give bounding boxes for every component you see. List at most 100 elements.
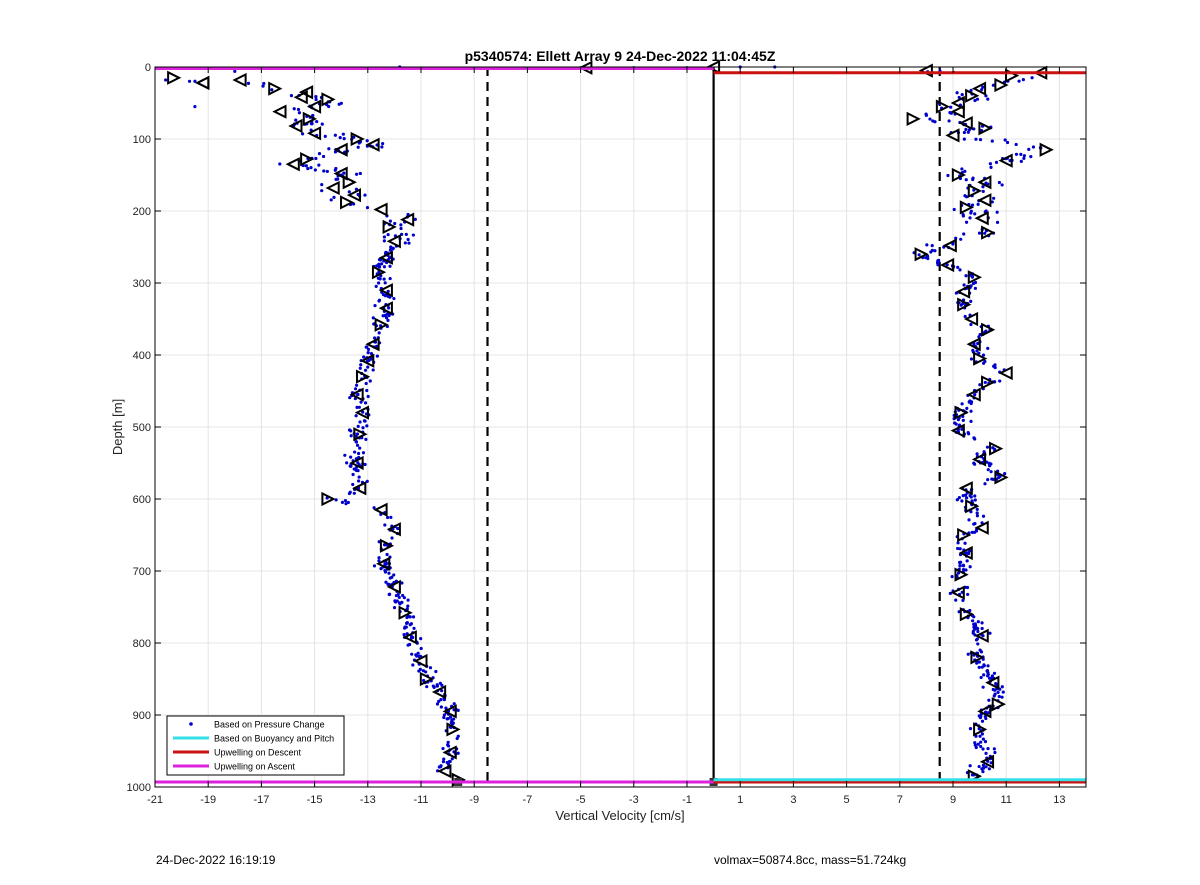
ascent-data-point [975, 349, 979, 353]
ascent-marker [957, 527, 972, 543]
descent-data-point [413, 217, 417, 221]
descent-data-point [404, 232, 408, 236]
ascent-marker [974, 211, 989, 226]
ascent-data-point [928, 117, 932, 121]
descent-data-point [356, 479, 361, 483]
descent-data-point [375, 344, 379, 348]
ascent-data-point [967, 518, 971, 522]
ascent-data-point [983, 231, 987, 235]
ascent-data-point [984, 765, 988, 769]
descent-marker [355, 369, 371, 384]
y-tick-label: 800 [133, 638, 151, 650]
descent-marker [302, 111, 318, 126]
descent-data-point [376, 281, 381, 285]
ascent-marker [950, 585, 965, 600]
descent-data-point [317, 152, 322, 156]
descent-data-point [313, 168, 317, 172]
ascent-data-point [931, 119, 935, 123]
ascent-data-point [987, 698, 991, 702]
ascent-data-point [960, 427, 964, 431]
descent-data-point [380, 145, 384, 149]
ascent-data-point [1000, 183, 1004, 187]
y-tick-label: 0 [145, 62, 151, 74]
ascent-marker [966, 337, 981, 352]
descent-data-point [304, 164, 308, 168]
ascent-data-point [956, 265, 960, 269]
ascent-data-point [976, 202, 980, 206]
descent-data-point [355, 443, 360, 447]
descent-data-point [320, 189, 324, 193]
ascent-data-point [1000, 695, 1004, 699]
descent-data-point [387, 306, 391, 310]
ascent-data-point [986, 711, 990, 715]
ascent-data-point [961, 598, 965, 603]
axis-ticks: -21 -19 -17 -15 -13 -11 -9 -7 -5 -3 -1 1 3 5 7 9 11 13010… [127, 62, 1086, 806]
descent-marker [373, 502, 388, 517]
descent-data-point [336, 177, 340, 181]
upwelling-lines [155, 66, 1086, 784]
descent-data-point [452, 717, 456, 721]
descent-data-point [348, 464, 352, 468]
x-tick-label: 13 [1053, 794, 1065, 806]
ascent-data-point [975, 507, 979, 511]
ascent-data-point [961, 563, 965, 567]
ascent-marker [979, 754, 995, 769]
descent-marker [300, 152, 315, 167]
ascent-data-point [956, 571, 961, 575]
descent-data-point [409, 635, 414, 639]
descent-marker [413, 653, 428, 669]
descent-data-point [354, 172, 359, 176]
ascent-marker [981, 375, 996, 390]
descent-data-point [375, 354, 379, 358]
ascent-marker [966, 387, 981, 402]
descent-data-point [404, 621, 409, 625]
ascent-data-point [973, 498, 977, 502]
descent-data-point [399, 223, 403, 227]
descent-data-point [437, 699, 441, 703]
descent-data-point [388, 219, 392, 223]
ascent-data-point [980, 719, 985, 723]
descent-data-point [352, 491, 356, 495]
ascent-data-point [1017, 79, 1021, 83]
ascent-data-point [993, 363, 997, 367]
ascent-data-point [1019, 159, 1023, 163]
descent-data-point [373, 336, 377, 340]
ascent-data-point [973, 437, 977, 441]
ascent-data-point [965, 406, 969, 411]
descent-data-point [356, 393, 360, 397]
ascent-data-point [974, 745, 978, 750]
descent-data-point [354, 414, 358, 418]
descent-marker [353, 427, 368, 442]
descent-marker [442, 704, 457, 719]
descent-data-point [377, 556, 381, 560]
descent-data-point [442, 715, 446, 720]
descent-data-point [411, 615, 416, 619]
ascent-data-point [969, 273, 973, 277]
descent-marker [342, 175, 357, 190]
descent-data-point [356, 451, 361, 456]
descent-data-point [315, 119, 319, 124]
descent-data-point [411, 233, 415, 237]
ascent-data-point [960, 167, 964, 171]
ascent-data-point [924, 112, 928, 116]
ascent-data-point [1003, 472, 1007, 476]
ascent-data-point [966, 652, 970, 656]
ascent-marker [914, 247, 929, 262]
descent-marker [386, 234, 401, 249]
footer-timestamp: 24-Dec-2022 16:19:19 [156, 853, 276, 867]
grid-lines [154, 66, 1086, 788]
descent-data-point [362, 355, 366, 359]
ascent-marker [991, 697, 1006, 712]
descent-data-point [292, 107, 296, 111]
descent-data-point [381, 141, 385, 146]
ascent-data-point [989, 165, 993, 170]
ascent-data-point [981, 185, 985, 189]
ascent-data-point [979, 675, 983, 680]
ascent-data-point [969, 88, 973, 92]
ascent-data-point [982, 664, 986, 668]
descent-data-point [439, 705, 443, 709]
x-tick-label: 3 [790, 794, 796, 806]
descent-data-point [383, 523, 387, 527]
descent-data-point [410, 652, 414, 656]
ascent-data-point [987, 461, 991, 465]
